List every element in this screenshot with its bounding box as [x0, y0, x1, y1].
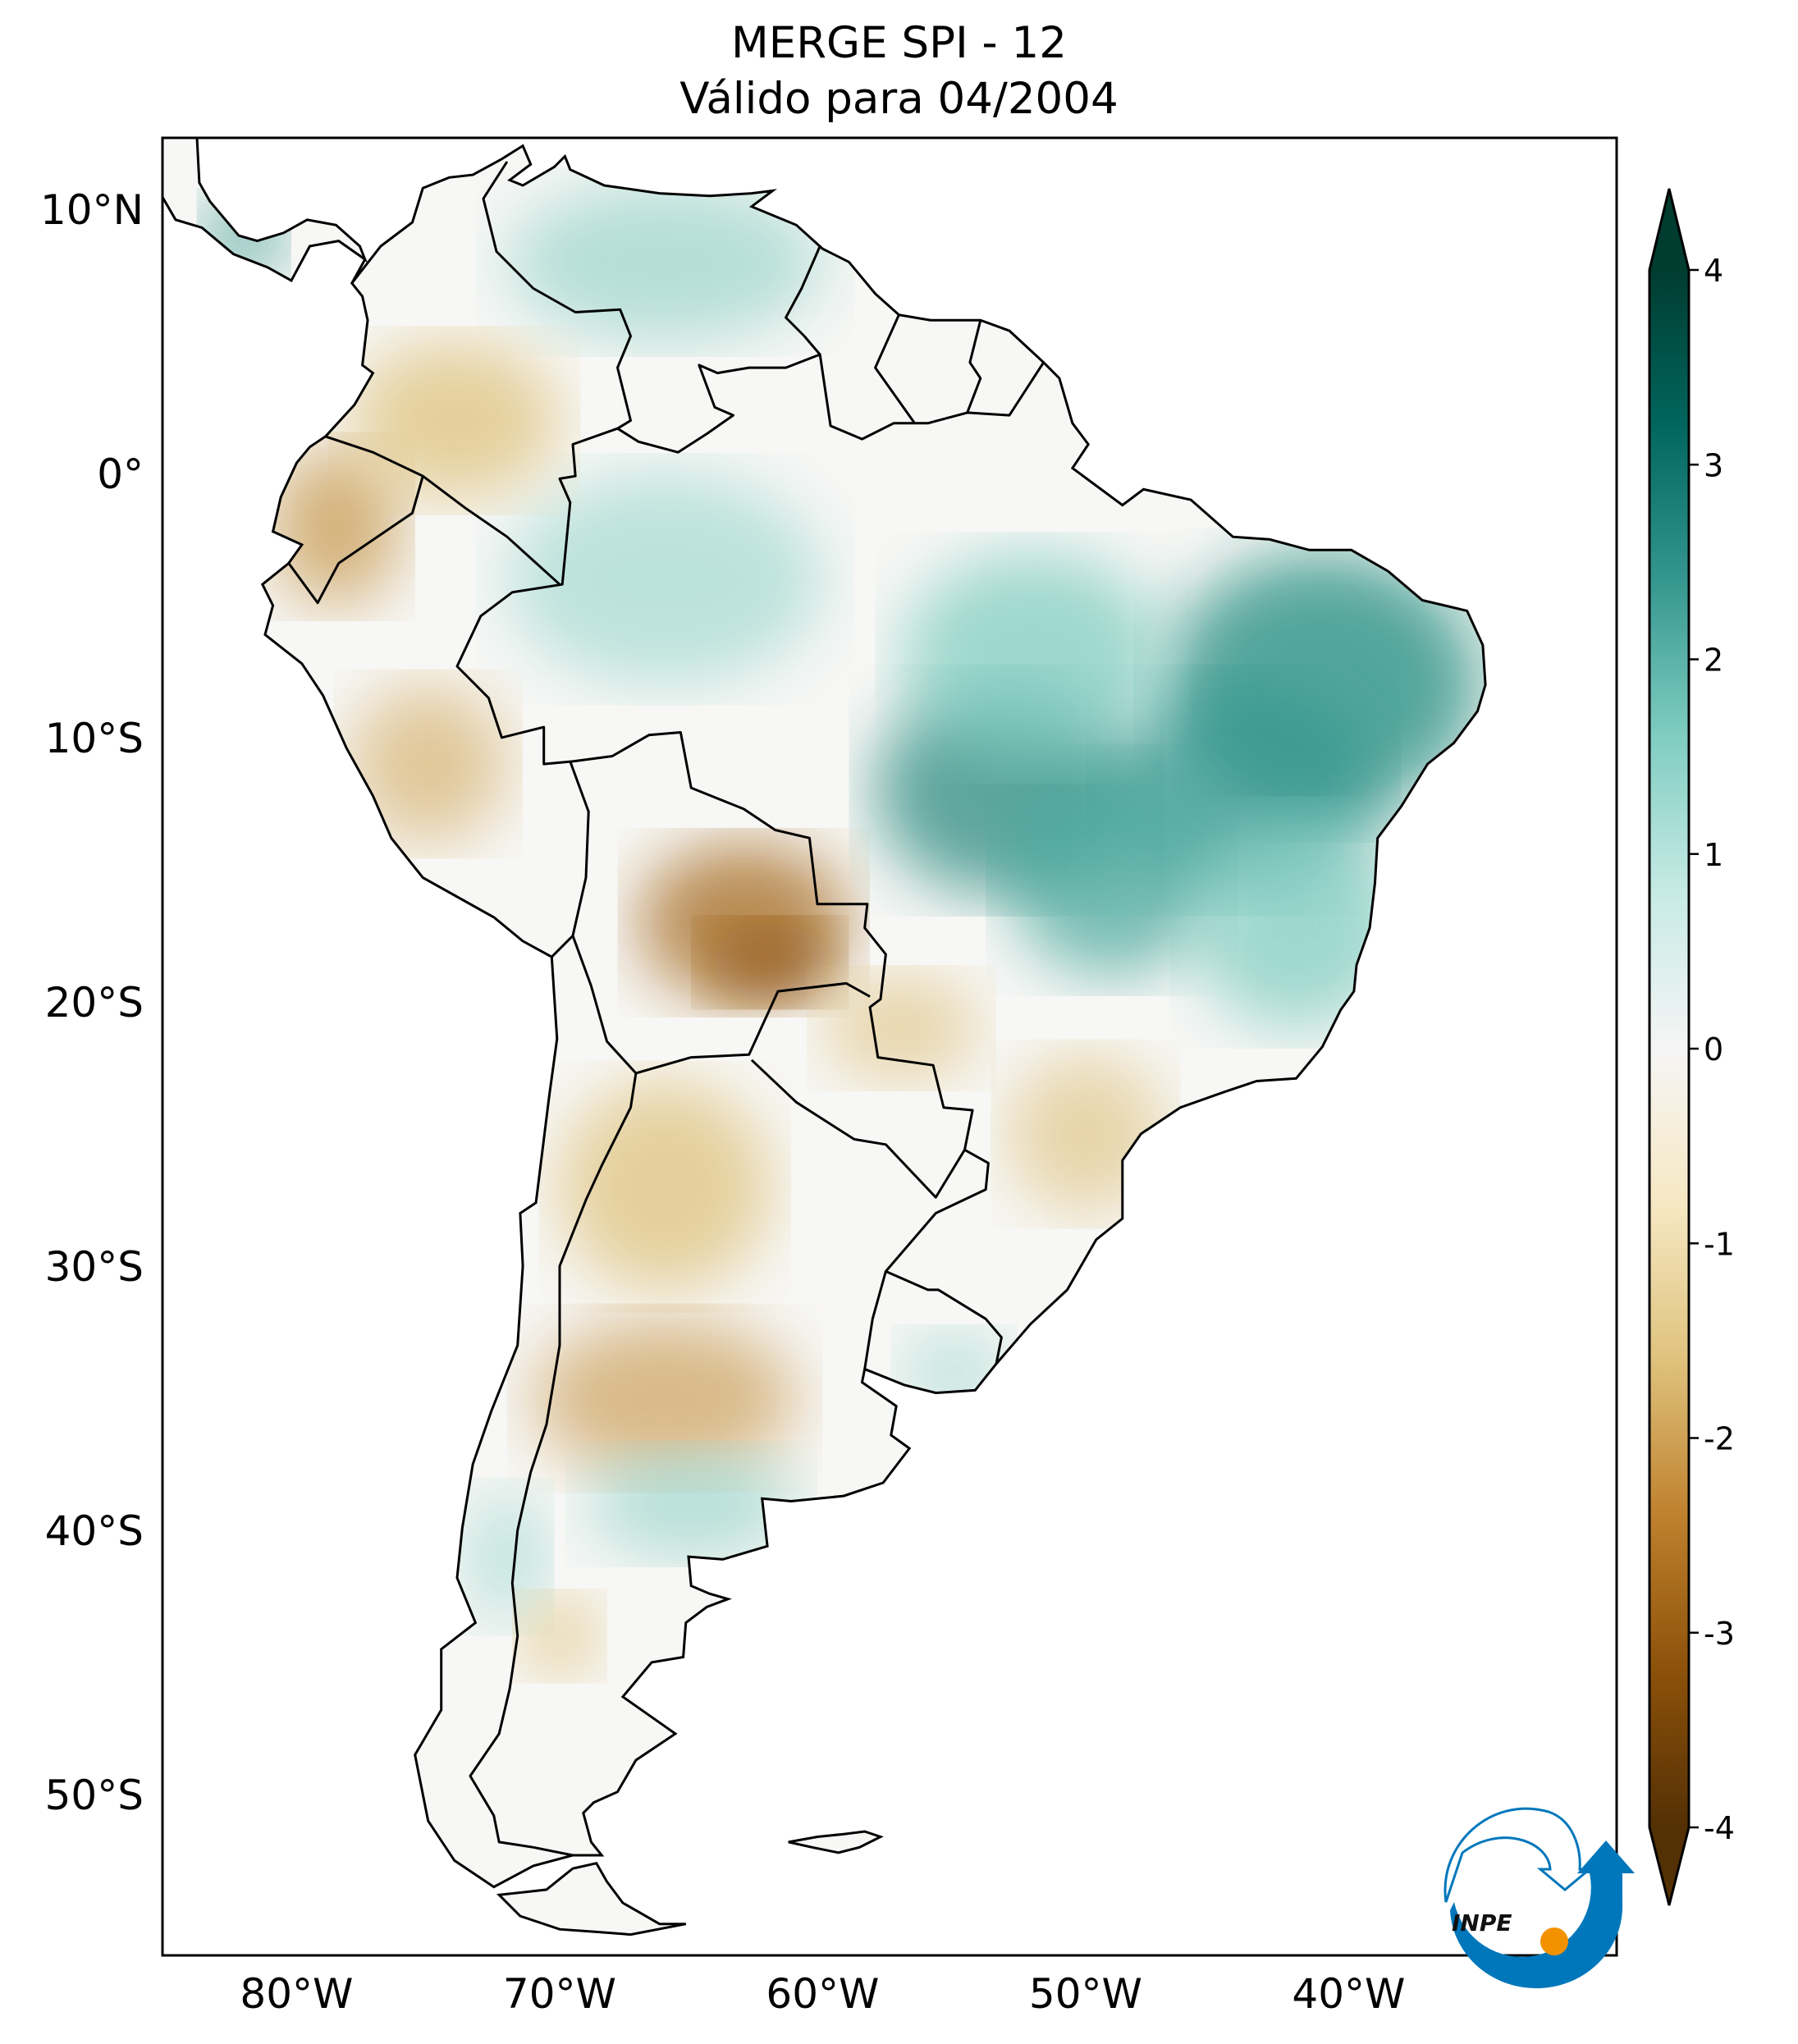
colorbar-tick-label: -2	[1704, 1421, 1735, 1457]
country-border	[569, 761, 590, 936]
spi-anomaly-patch	[704, 922, 836, 1002]
colorbar-tick-label: 3	[1704, 447, 1723, 483]
lon-tick-label: 40°W	[1292, 1970, 1405, 2018]
country-border	[635, 981, 871, 1075]
country-border	[482, 161, 632, 430]
lat-tick-label: 20°S	[45, 979, 144, 1027]
lon-axis: 80°W 70°W 60°W 50°W 40°W	[240, 1970, 1405, 2018]
colorbar-gradient	[1649, 270, 1689, 1827]
country-border	[325, 435, 561, 586]
chart-title: MERGE SPI - 12	[731, 18, 1067, 68]
coastline	[260, 144, 1487, 1889]
country-border	[966, 319, 982, 414]
logo-text: INPE	[1452, 1909, 1512, 1937]
lon-tick-label: 60°W	[766, 1970, 879, 2018]
spi-anomaly-patch	[270, 447, 402, 606]
colorbar-tick-label: -3	[1704, 1616, 1735, 1652]
spi-anomaly-patch	[822, 976, 981, 1081]
borders	[162, 138, 1487, 1937]
colorbar-tick-label: 0	[1704, 1031, 1723, 1068]
spi-anomaly-patch	[1007, 764, 1218, 975]
spi-anomaly-patch	[560, 1081, 771, 1292]
landmass	[499, 1863, 686, 1935]
coastline	[496, 1861, 687, 1937]
spi-anomaly-patch	[467, 1491, 547, 1623]
colorbar-extend-max	[1649, 189, 1689, 270]
lon-tick-label: 50°W	[1029, 1970, 1142, 2018]
country-border	[350, 258, 367, 284]
lat-tick-label: 40°S	[45, 1507, 144, 1555]
spi-anomaly-patch	[507, 473, 823, 684]
spi-anomaly-patch	[1191, 817, 1402, 1028]
lon-tick-label: 80°W	[240, 1970, 353, 2018]
country-border	[469, 934, 638, 1857]
lat-axis: 10°N 0° 10°S 20°S 30°S 40°S 50°S	[40, 186, 144, 1819]
coastline	[162, 138, 368, 282]
lat-tick-label: 10°N	[40, 186, 144, 234]
spi-anomaly-patch	[349, 685, 507, 844]
lat-tick-label: 0°	[97, 450, 144, 498]
lat-tick-label: 30°S	[45, 1243, 144, 1291]
inpe-logo: INPE	[1443, 1807, 1635, 1989]
logo-arrow	[1450, 1841, 1635, 1989]
colorbar: 4 3 2 1 0 -1 -2 -3 -4	[1648, 188, 1735, 1906]
country-border	[785, 245, 821, 355]
lon-tick-label: 70°W	[503, 1970, 616, 2018]
spi-anomaly-patch	[519, 1596, 599, 1676]
country-border	[863, 1270, 887, 1370]
spi-anomaly-patch	[507, 183, 823, 341]
colorbar-extend-min	[1649, 1827, 1689, 1905]
colorbar-tick-label: 4	[1704, 253, 1723, 289]
colorbar-tick-label: -1	[1704, 1226, 1735, 1262]
logo-sun	[1540, 1927, 1568, 1955]
lat-tick-label: 50°S	[45, 1772, 144, 1819]
country-border	[750, 1059, 966, 1199]
chart-subtitle: Válido para 04/2004	[679, 74, 1119, 124]
colorbar-tick-label: -4	[1704, 1810, 1735, 1846]
spi-anomaly-patch	[533, 1319, 797, 1477]
country-border	[287, 475, 424, 605]
colorbar-tick-label: 1	[1704, 837, 1723, 873]
country-border	[455, 353, 1045, 1365]
coastline	[788, 1830, 884, 1854]
logo-swirl	[1443, 1807, 1594, 1903]
lat-tick-label: 10°S	[45, 715, 144, 762]
map-frame	[161, 136, 1618, 1957]
country-border	[874, 314, 916, 424]
spi-anomaly-patch	[901, 553, 1164, 764]
spi-anomaly-patch	[586, 1451, 797, 1557]
colorbar-tick-label: 2	[1704, 642, 1723, 679]
spi-anomaly-patch	[349, 341, 560, 500]
map-area	[162, 138, 1487, 1937]
